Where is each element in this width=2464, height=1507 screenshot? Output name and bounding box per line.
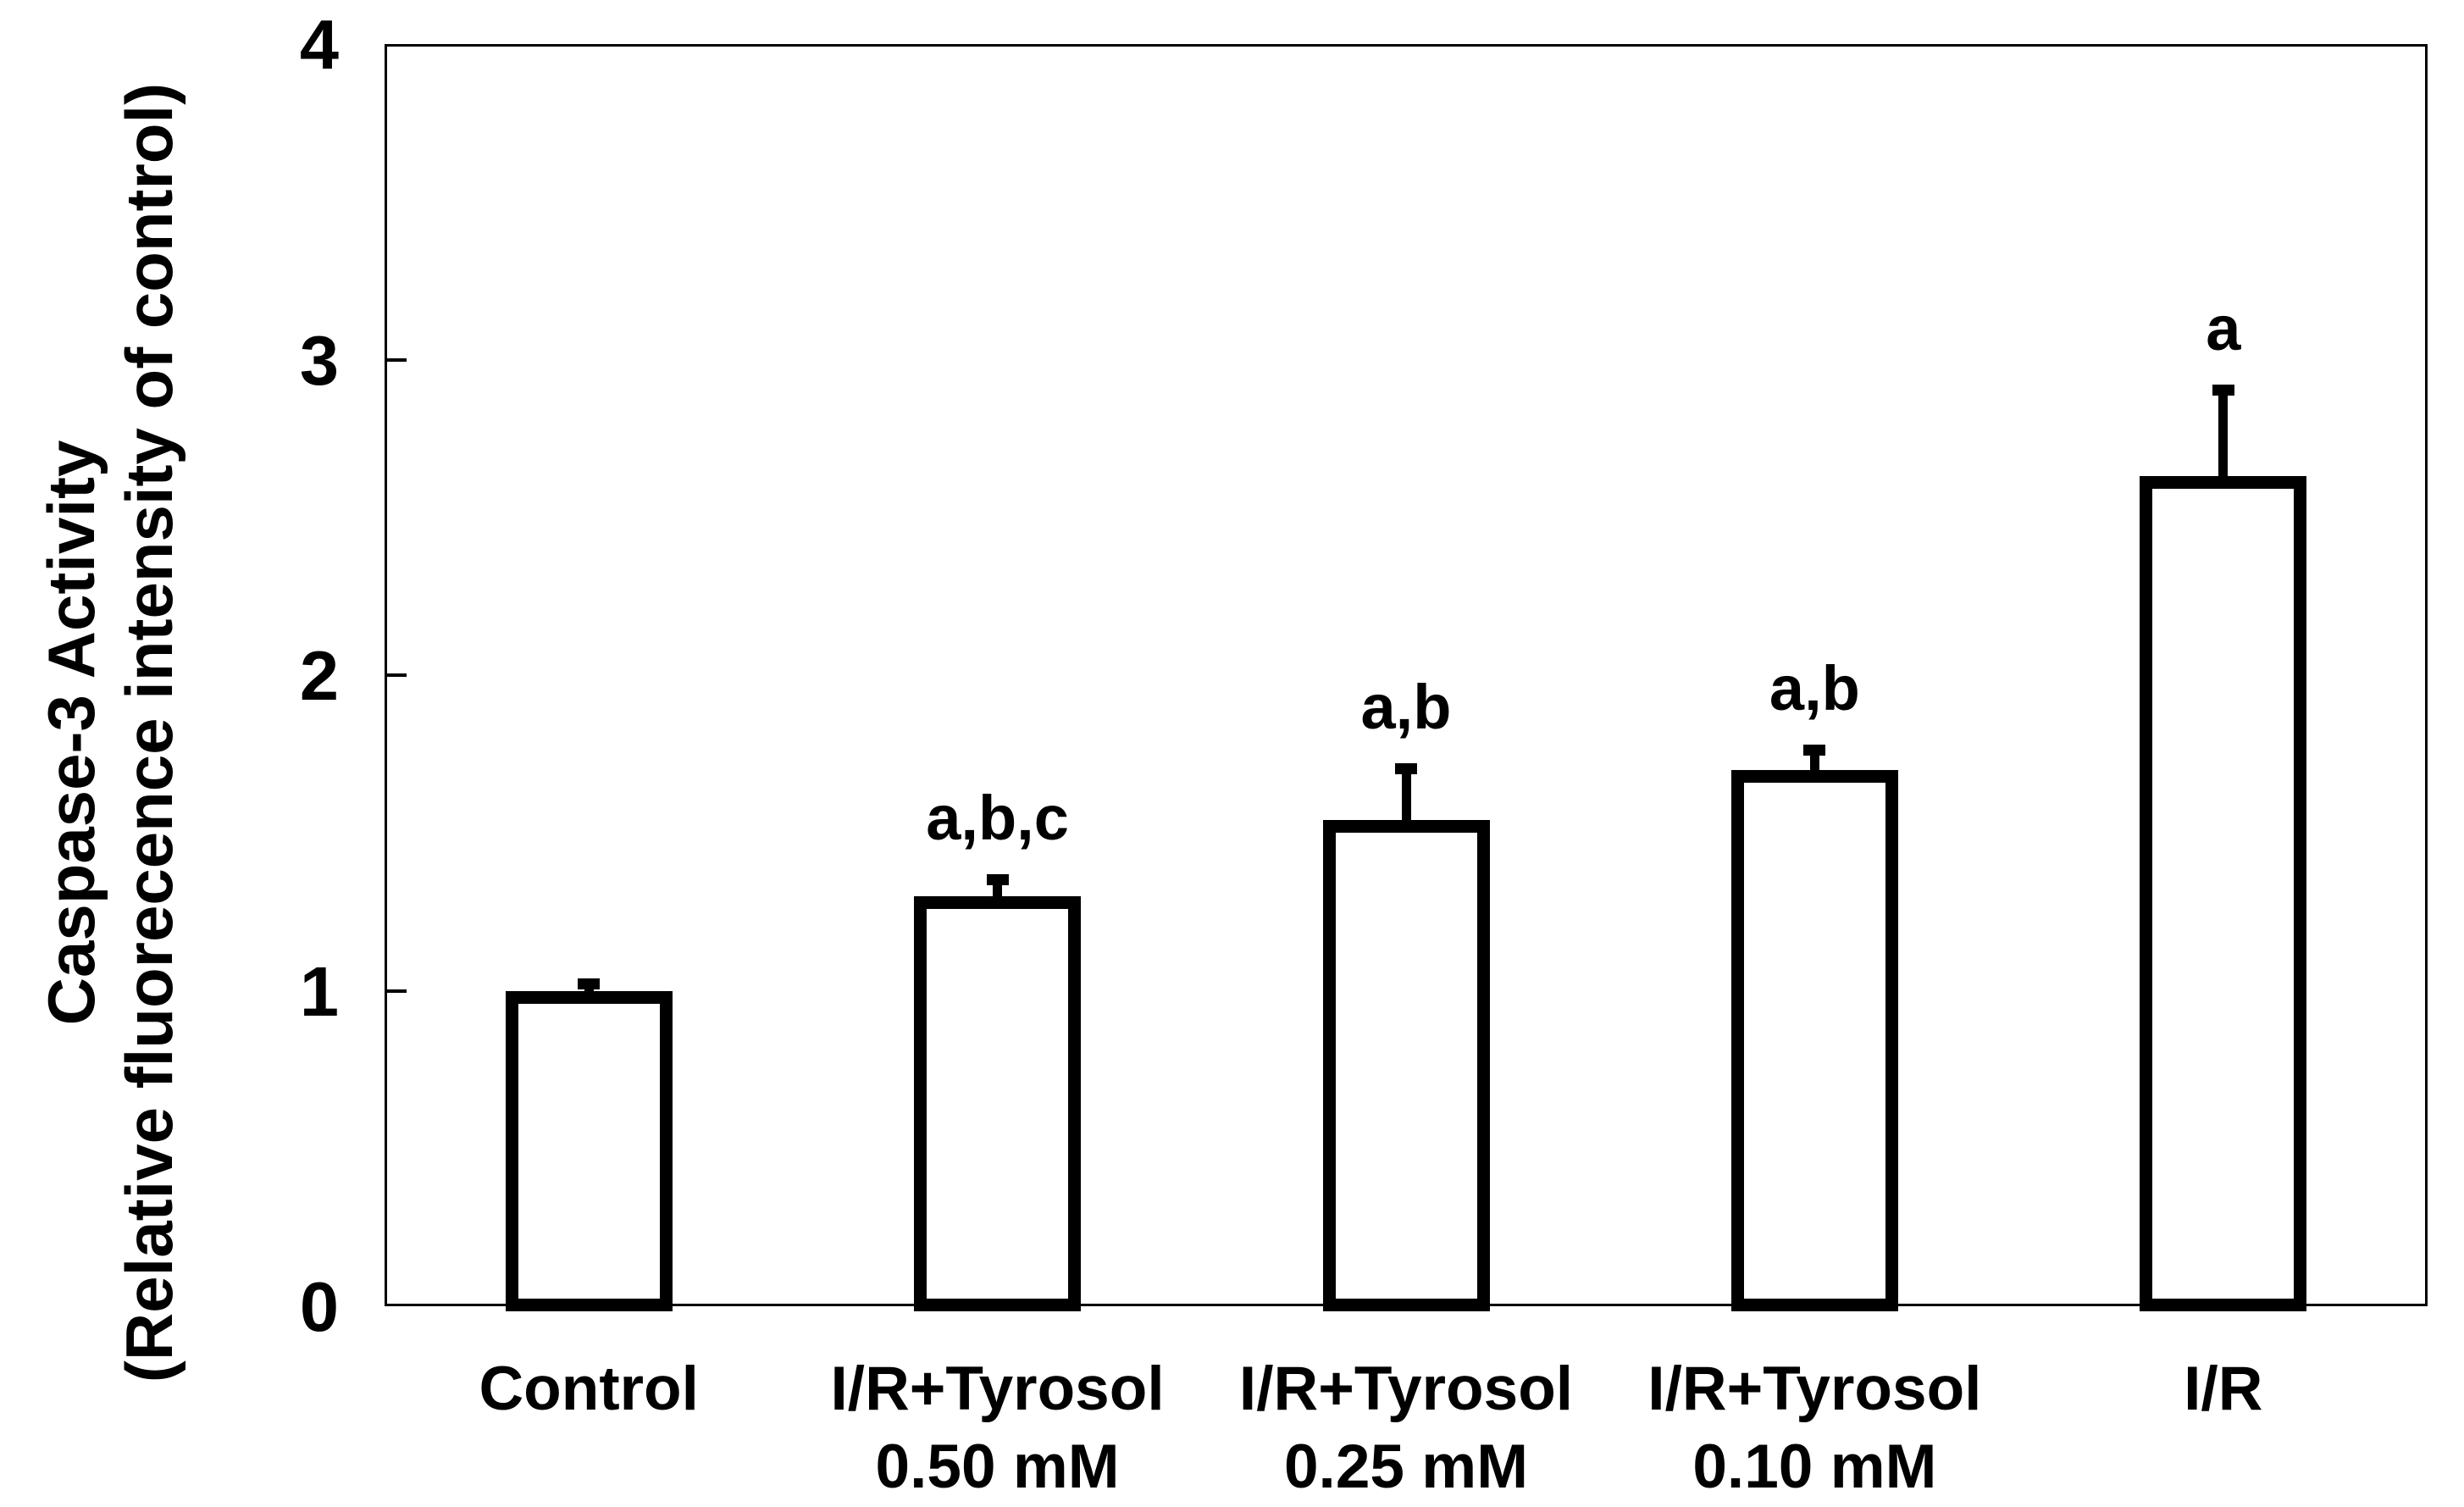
x-tick-label: I/R [2002,1350,2445,1428]
error-bar-cap [578,978,601,989]
y-tick-mark [385,673,407,677]
error-bar-cap [2212,385,2234,396]
x-tick-label: I/R+Tyrosol 0.10 mM [1593,1350,2035,1506]
bar [914,895,1082,1311]
significance-label: a,b [1769,652,1860,723]
bar [1730,769,1898,1311]
error-bar-cap [986,873,1009,885]
significance-label: a [2206,293,2241,364]
bar [1322,820,1490,1311]
significance-label: a,b,c [926,782,1069,853]
error-bar-whisker [993,873,1003,900]
y-axis-title: Caspase-3 Activity (Relative fluorecence… [32,83,188,1382]
bar [2140,476,2307,1311]
y-tick-label: 4 [299,5,339,84]
x-tick-label-line: 0.10 mM [1692,1432,1937,1501]
x-tick-label-line: I/R+Tyrosol [1647,1355,1982,1423]
error-bar-cap [1803,744,1826,756]
bar [505,990,673,1311]
error-bar-whisker [1809,744,1819,773]
x-tick-label: I/R+Tyrosol 0.25 mM [1185,1350,1627,1506]
x-tick-label: Control [368,1350,810,1428]
x-tick-label: I/R+Tyrosol 0.50 mM [776,1350,1218,1506]
significance-label: a,b [1360,672,1452,743]
y-tick-mark [385,357,407,362]
y-tick-mark [385,989,407,993]
x-tick-label-line: I/R [2184,1355,2263,1423]
y-axis-title-line1: Caspase-3 Activity [34,440,108,1026]
error-bar-cap [1395,763,1417,775]
x-tick-label-line: 0.25 mM [1283,1432,1529,1501]
error-bar-whisker [2218,385,2229,480]
error-bar-whisker [1401,763,1411,824]
y-axis-title-line2: (Relative fluorecence intensity of contr… [112,82,186,1383]
y-tick-label: 3 [299,320,339,400]
x-tick-label-line: I/R+Tyrosol [830,1355,1165,1423]
y-tick-label: 1 [299,951,339,1031]
x-tick-label-line: I/R+Tyrosol [1238,1355,1574,1423]
x-tick-label-line: 0.50 mM [875,1432,1120,1501]
x-tick-label-line: Control [479,1355,699,1423]
y-tick-label: 0 [299,1267,339,1346]
y-tick-label: 2 [299,636,339,715]
